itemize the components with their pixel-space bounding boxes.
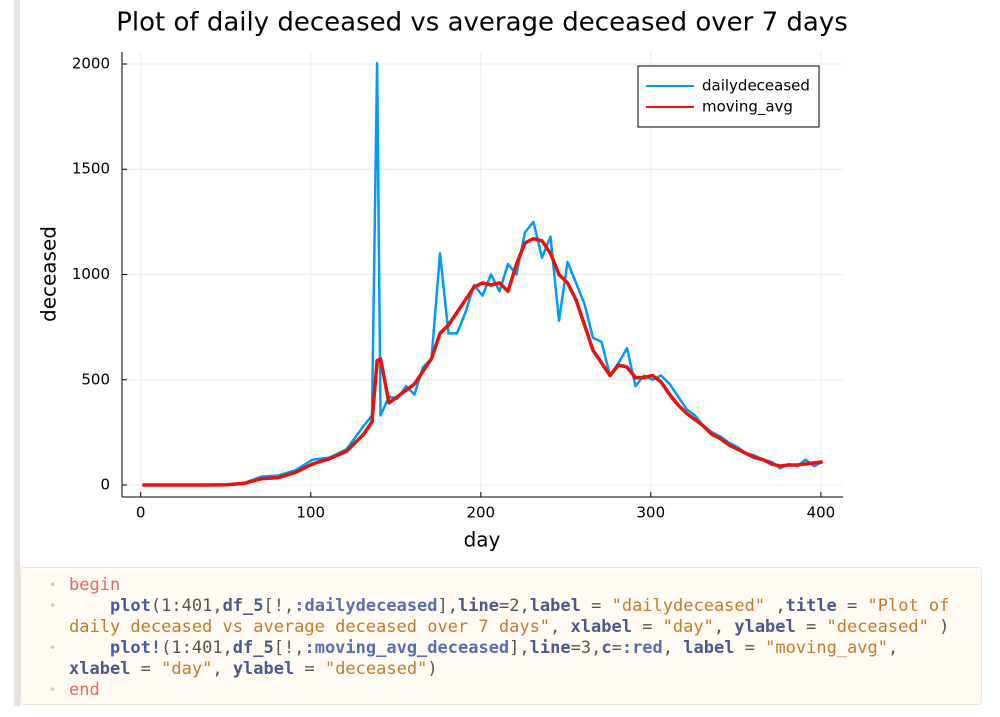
code-token: xlabel — [69, 659, 131, 679]
code-token: = — [130, 659, 162, 679]
code-token: "day" — [161, 659, 213, 679]
code-token: , — [888, 638, 909, 658]
code-token: = — [294, 659, 325, 679]
code-token: xlabel — [570, 617, 632, 637]
code-token: , — [713, 617, 735, 637]
x-axis-label: day — [464, 528, 501, 552]
code-token: ylabel — [232, 659, 295, 679]
code-token: ) — [928, 617, 950, 637]
code-token: , — [662, 638, 684, 658]
y-tick-label: 0 — [100, 476, 110, 494]
code-token: , — [212, 659, 233, 679]
code-token: = — [836, 596, 868, 616]
code-token: df_5 — [222, 596, 264, 616]
code-token: ], — [437, 596, 459, 616]
code-token: = — [734, 638, 766, 658]
code-token: , — [765, 596, 786, 616]
code-token: c — [601, 638, 612, 658]
code-line: plot!(1:401,df_5[!,:moving_avg_deceased]… — [49, 638, 961, 680]
y-tick-label: 1500 — [72, 160, 110, 178]
code-token: (1:401, — [161, 638, 233, 658]
code-token: [!, — [273, 638, 305, 658]
y-axis-label: deceased — [37, 226, 61, 322]
y-tick-label: 2000 — [72, 54, 110, 72]
code-line: begin — [49, 575, 961, 596]
y-tick-label: 500 — [81, 370, 110, 388]
code-token: :dailydeceased — [294, 596, 438, 616]
code-token: :red — [621, 638, 663, 658]
code-token: title — [785, 596, 837, 616]
code-token: begin — [69, 575, 121, 595]
code-token: df_5 — [232, 638, 274, 658]
code-token: = — [580, 596, 612, 616]
code-token: "day" — [662, 617, 714, 637]
x-tick-label: 0 — [136, 504, 146, 522]
code-token — [69, 638, 110, 658]
chart-title: Plot of daily deceased vs average deceas… — [116, 8, 848, 38]
code: begin plot(1:401,df_5[!,:dailydeceased],… — [49, 575, 961, 701]
code-token: ) — [427, 659, 438, 679]
code-token: :moving_avg_deceased — [304, 638, 510, 658]
code-token: "moving_avg" — [765, 638, 888, 658]
code-token: "deceased" — [826, 617, 929, 637]
legend-box — [637, 65, 820, 128]
code-token: (1:401, — [150, 596, 223, 616]
x-tick-label: 300 — [637, 504, 666, 522]
data-line — [142, 236, 823, 487]
code-token: "Plot of daily deceased vs average decea… — [69, 596, 960, 637]
code-line: end — [49, 680, 961, 701]
code-token: ], — [509, 638, 530, 658]
code-token: "dailydeceased" — [611, 596, 766, 616]
legend-label: moving_avg — [702, 98, 793, 117]
code-token: "deceased" — [324, 659, 428, 679]
code-token: plot! — [109, 638, 162, 658]
code-token: [!, — [263, 596, 295, 616]
code-token: plot — [109, 596, 151, 616]
code-token: = — [611, 638, 622, 658]
y-tick-label: 1000 — [72, 265, 110, 283]
code-token: , — [550, 617, 571, 637]
x-tick-label: 400 — [807, 504, 836, 522]
code-token: =2, — [498, 596, 530, 616]
code-token: =3, — [570, 638, 602, 658]
cell-gutter — [14, 0, 20, 706]
code-cell[interactable]: begin plot(1:401,df_5[!,:dailydeceased],… — [20, 567, 982, 705]
legend-label: dailydeceased — [702, 77, 810, 95]
chart: Plot of daily deceased vs average deceas… — [37, 8, 848, 552]
code-token: label — [529, 596, 581, 616]
code-token: line — [458, 596, 499, 616]
code-token: label — [683, 638, 735, 658]
x-tick-label: 200 — [466, 504, 495, 522]
code-token: ylabel — [734, 617, 796, 637]
code-line: plot(1:401,df_5[!,:dailydeceased],line=2… — [49, 596, 961, 638]
code-token: line — [529, 638, 571, 658]
code-token — [69, 596, 110, 616]
code-token: = — [631, 617, 663, 637]
x-tick-label: 100 — [296, 504, 325, 522]
code-token: = — [795, 617, 827, 637]
code-token: end — [69, 680, 100, 700]
